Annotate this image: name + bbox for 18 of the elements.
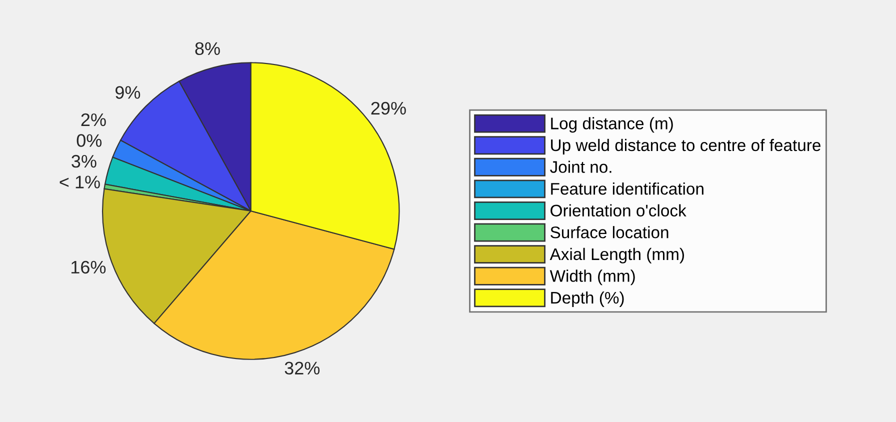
legend-label: Orientation o'clock xyxy=(550,204,686,217)
legend-label: Up weld distance to centre of feature xyxy=(551,138,820,154)
text: 0% xyxy=(76,134,102,147)
legend-label: Log distance (m) xyxy=(551,117,673,133)
data-label: 16% xyxy=(72,260,106,274)
data-label: 2% xyxy=(81,113,106,126)
data-label: < 1% xyxy=(60,176,100,188)
data-label: 3% xyxy=(72,154,96,168)
data-label: 9% xyxy=(116,86,140,99)
legend-label: Width (mm) xyxy=(550,270,635,286)
legend-label: Feature identification xyxy=(551,182,704,195)
data-label: 8% xyxy=(195,42,220,56)
data-label: 29% xyxy=(371,102,406,115)
legend-label: Surface location xyxy=(550,226,668,238)
legend-label: Joint no. xyxy=(550,160,612,173)
legend-label: Depth (%) xyxy=(551,291,624,307)
data-label: 32% xyxy=(284,362,320,375)
legend-label: Axial Length (mm) xyxy=(550,248,684,264)
